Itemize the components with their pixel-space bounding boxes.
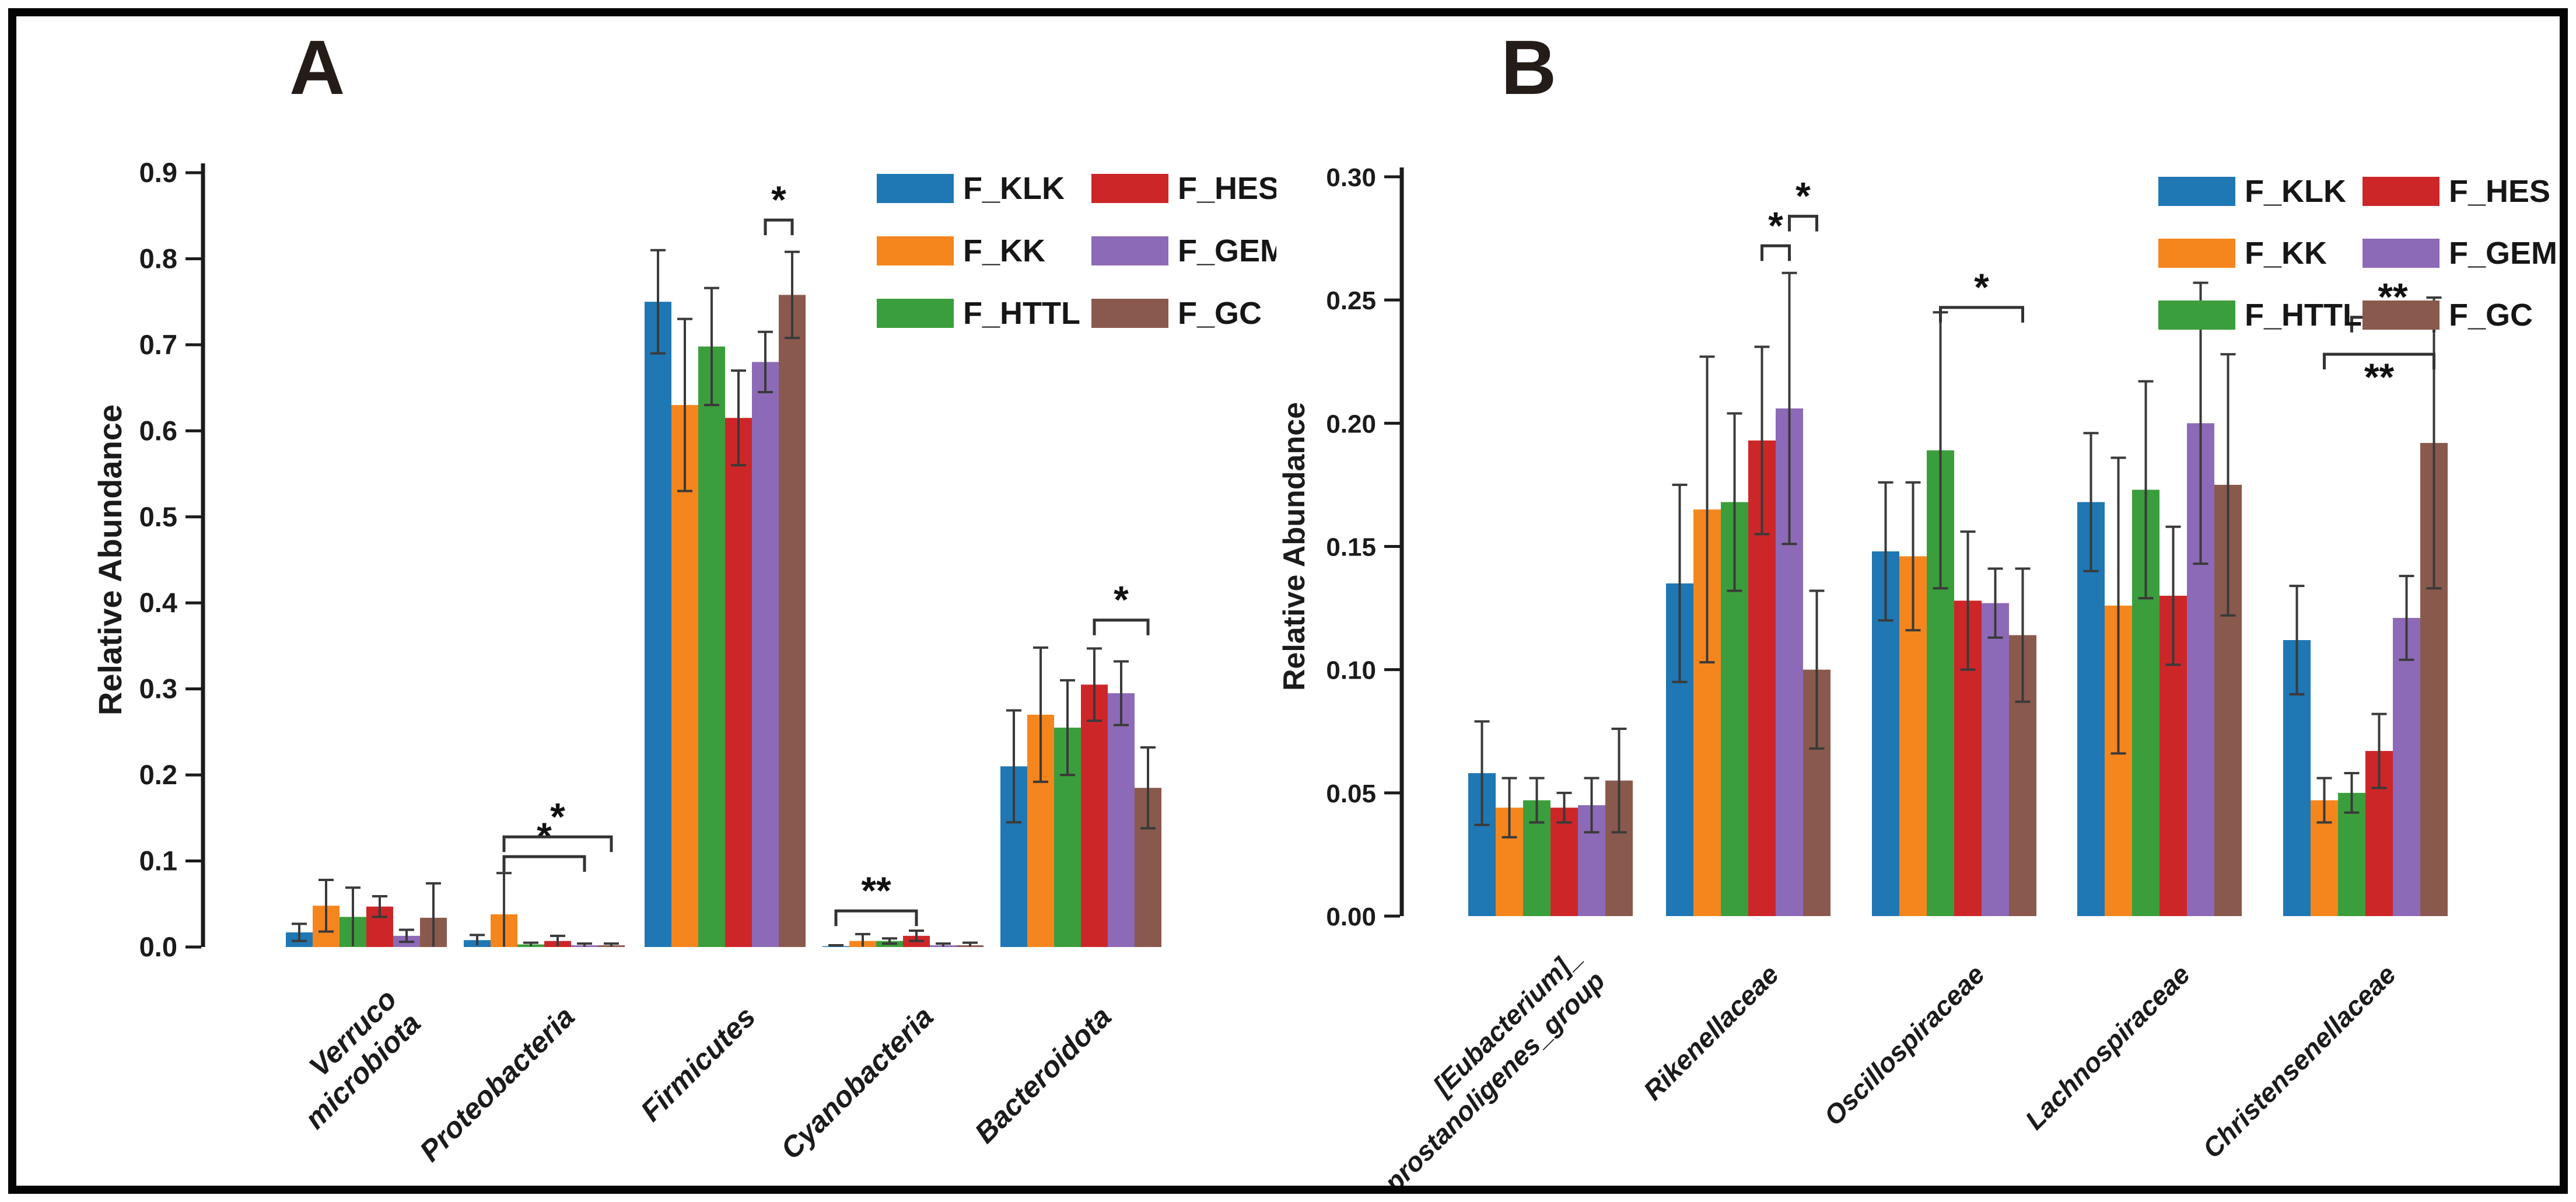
bar-F_HES xyxy=(1550,808,1578,916)
panel-b-label: B xyxy=(1501,25,1557,110)
significance-bracket xyxy=(1760,244,1791,261)
bar-F_HTTL xyxy=(698,346,725,947)
legend-swatch-F_KK xyxy=(877,236,954,265)
svg-text:Cyanobacteria: Cyanobacteria xyxy=(775,1000,940,1165)
x-category-label: Christensenellaceae xyxy=(2197,959,2402,1163)
legend-label-F_KK: F_KK xyxy=(963,233,1045,268)
legend-label-F_KK: F_KK xyxy=(2245,236,2327,271)
panel-b-chart: 0.00 0.05 0.10 0.15 0.20 0.25 0.30 Relative Abu… xyxy=(1278,163,2557,1186)
x-category-label: Proteobacteria xyxy=(414,1000,581,1168)
y-tick-label: 0.30 xyxy=(1326,163,1376,192)
y-tick-label: 0.8 xyxy=(139,243,177,274)
x-category-label: Lachnospiraceae xyxy=(2020,959,2196,1135)
legend-swatch-F_GC xyxy=(1091,299,1168,328)
panel-a-label: A xyxy=(289,25,345,110)
y-tick-label: 0.00 xyxy=(1326,903,1376,931)
legend-swatch-F_GEM xyxy=(2362,239,2440,268)
significance-stars: * xyxy=(1796,174,1811,218)
svg-text:Bacteroidota: Bacteroidota xyxy=(968,1000,1118,1149)
x-category-label: Firmicutes xyxy=(634,1000,761,1127)
svg-text:Lachnospiraceae: Lachnospiraceae xyxy=(2020,959,2196,1135)
significance-stars: * xyxy=(771,178,786,221)
x-category-label: [Eubacterium]_coprostanoligenes_group xyxy=(1332,941,1611,1186)
x-category-label: Verrucomicrobiota xyxy=(274,983,426,1135)
legend-label-F_GC: F_GC xyxy=(2449,298,2533,333)
legend-swatch-F_HTTL xyxy=(2158,300,2235,330)
significance-stars: ** xyxy=(2364,355,2395,399)
y-tick-label: 0.5 xyxy=(139,501,177,532)
y-axis-title: Relative Abundance xyxy=(1278,402,1311,691)
legend-swatch-F_KLK xyxy=(2158,177,2235,206)
significance-stars: * xyxy=(550,795,565,838)
y-tick-label: 0.15 xyxy=(1326,533,1376,562)
significance-bracket xyxy=(2323,352,2435,370)
svg-text:Verrucomicrobiota: Verrucomicrobiota xyxy=(274,983,426,1135)
legend-label-F_HES: F_HES xyxy=(1178,171,1276,206)
legend-label-F_GEM: F_GEM xyxy=(2449,236,2557,271)
y-tick-label: 0.4 xyxy=(139,587,177,618)
figure-border: A B 0.0 0.1 0.2 0.3 0.4 0.5 0.6 0.7 0.8 0.9 Relati… xyxy=(8,8,2568,1194)
bar-F_KLK xyxy=(645,302,671,947)
y-tick-label: 0.25 xyxy=(1326,286,1376,315)
y-tick-label: 0.3 xyxy=(139,673,177,704)
y-axis-title: Relative Abundance xyxy=(92,404,128,715)
y-tick-label: 0.05 xyxy=(1326,780,1376,808)
bar-F_GEM xyxy=(2393,617,2420,916)
panel-a-chart: 0.0 0.1 0.2 0.3 0.4 0.5 0.6 0.7 0.8 0.9 Relative A… xyxy=(92,157,1276,1168)
y-tick-label: 0.6 xyxy=(139,415,177,446)
svg-text:Proteobacteria: Proteobacteria xyxy=(414,1000,581,1168)
significance-stars: * xyxy=(1974,265,1989,309)
legend-swatch-F_HES xyxy=(1091,174,1168,203)
significance-bracket xyxy=(1093,619,1150,635)
legend-swatch-F_KK xyxy=(2158,239,2235,268)
legend-label-F_KLK: F_KLK xyxy=(2245,174,2346,209)
bar-F_GEM xyxy=(1108,693,1135,947)
y-tick-label: 0.1 xyxy=(139,845,177,876)
significance-stars: * xyxy=(1768,204,1783,247)
legend-label-F_HTTL: F_HTTL xyxy=(963,296,1080,331)
bar-F_KK xyxy=(671,405,698,947)
legend-swatch-F_GC xyxy=(2362,300,2440,330)
legend-label-F_GC: F_GC xyxy=(1178,296,1262,331)
svg-text:Oscillospiraceae: Oscillospiraceae xyxy=(1818,959,1990,1131)
x-category-label: Rikenellaceae xyxy=(1637,959,1784,1106)
legend-swatch-F_KLK xyxy=(877,174,954,203)
legend-swatch-F_HES xyxy=(2362,177,2440,206)
bar-F_HES xyxy=(725,418,752,947)
legend-swatch-F_GEM xyxy=(1091,236,1168,265)
x-category-label: Bacteroidota xyxy=(968,1000,1118,1149)
bar-F_GEM xyxy=(1982,603,2009,916)
svg-text:Firmicutes: Firmicutes xyxy=(634,1000,761,1127)
y-tick-label: 0.0 xyxy=(139,931,177,962)
x-category-label: Oscillospiraceae xyxy=(1818,959,1990,1131)
significance-stars: ** xyxy=(861,869,891,912)
significance-bracket xyxy=(1939,306,2024,323)
legend-label-F_HTTL: F_HTTL xyxy=(2245,298,2362,333)
significance-bracket xyxy=(502,855,586,872)
y-tick-label: 0.2 xyxy=(139,759,177,790)
y-tick-label: 0.10 xyxy=(1326,656,1376,685)
legend-swatch-F_HTTL xyxy=(877,299,954,328)
significance-bracket xyxy=(764,218,794,236)
significance-bracket xyxy=(502,835,613,852)
legend-label-F_HES: F_HES xyxy=(2449,174,2550,209)
legend-label-F_KLK: F_KLK xyxy=(963,171,1065,206)
significance-stars: * xyxy=(1114,578,1129,621)
significance-bracket xyxy=(834,909,918,927)
x-category-label: Cyanobacteria xyxy=(775,1000,940,1165)
significance-bracket xyxy=(1788,215,1818,232)
bar-F_HES xyxy=(1081,684,1108,947)
y-tick-label: 0.7 xyxy=(139,329,177,360)
legend-label-F_GEM: F_GEM xyxy=(1178,233,1276,268)
svg-text:[Eubacterium]_coprostanoligene: [Eubacterium]_coprostanoligenes_group xyxy=(1332,941,1611,1186)
svg-text:Christensenellaceae: Christensenellaceae xyxy=(2197,959,2402,1163)
y-tick-label: 0.9 xyxy=(139,157,177,188)
svg-text:Rikenellaceae: Rikenellaceae xyxy=(1637,959,1784,1106)
bar-F_GEM xyxy=(752,362,779,947)
y-tick-label: 0.20 xyxy=(1326,410,1376,438)
bar-F_GC xyxy=(779,295,806,948)
